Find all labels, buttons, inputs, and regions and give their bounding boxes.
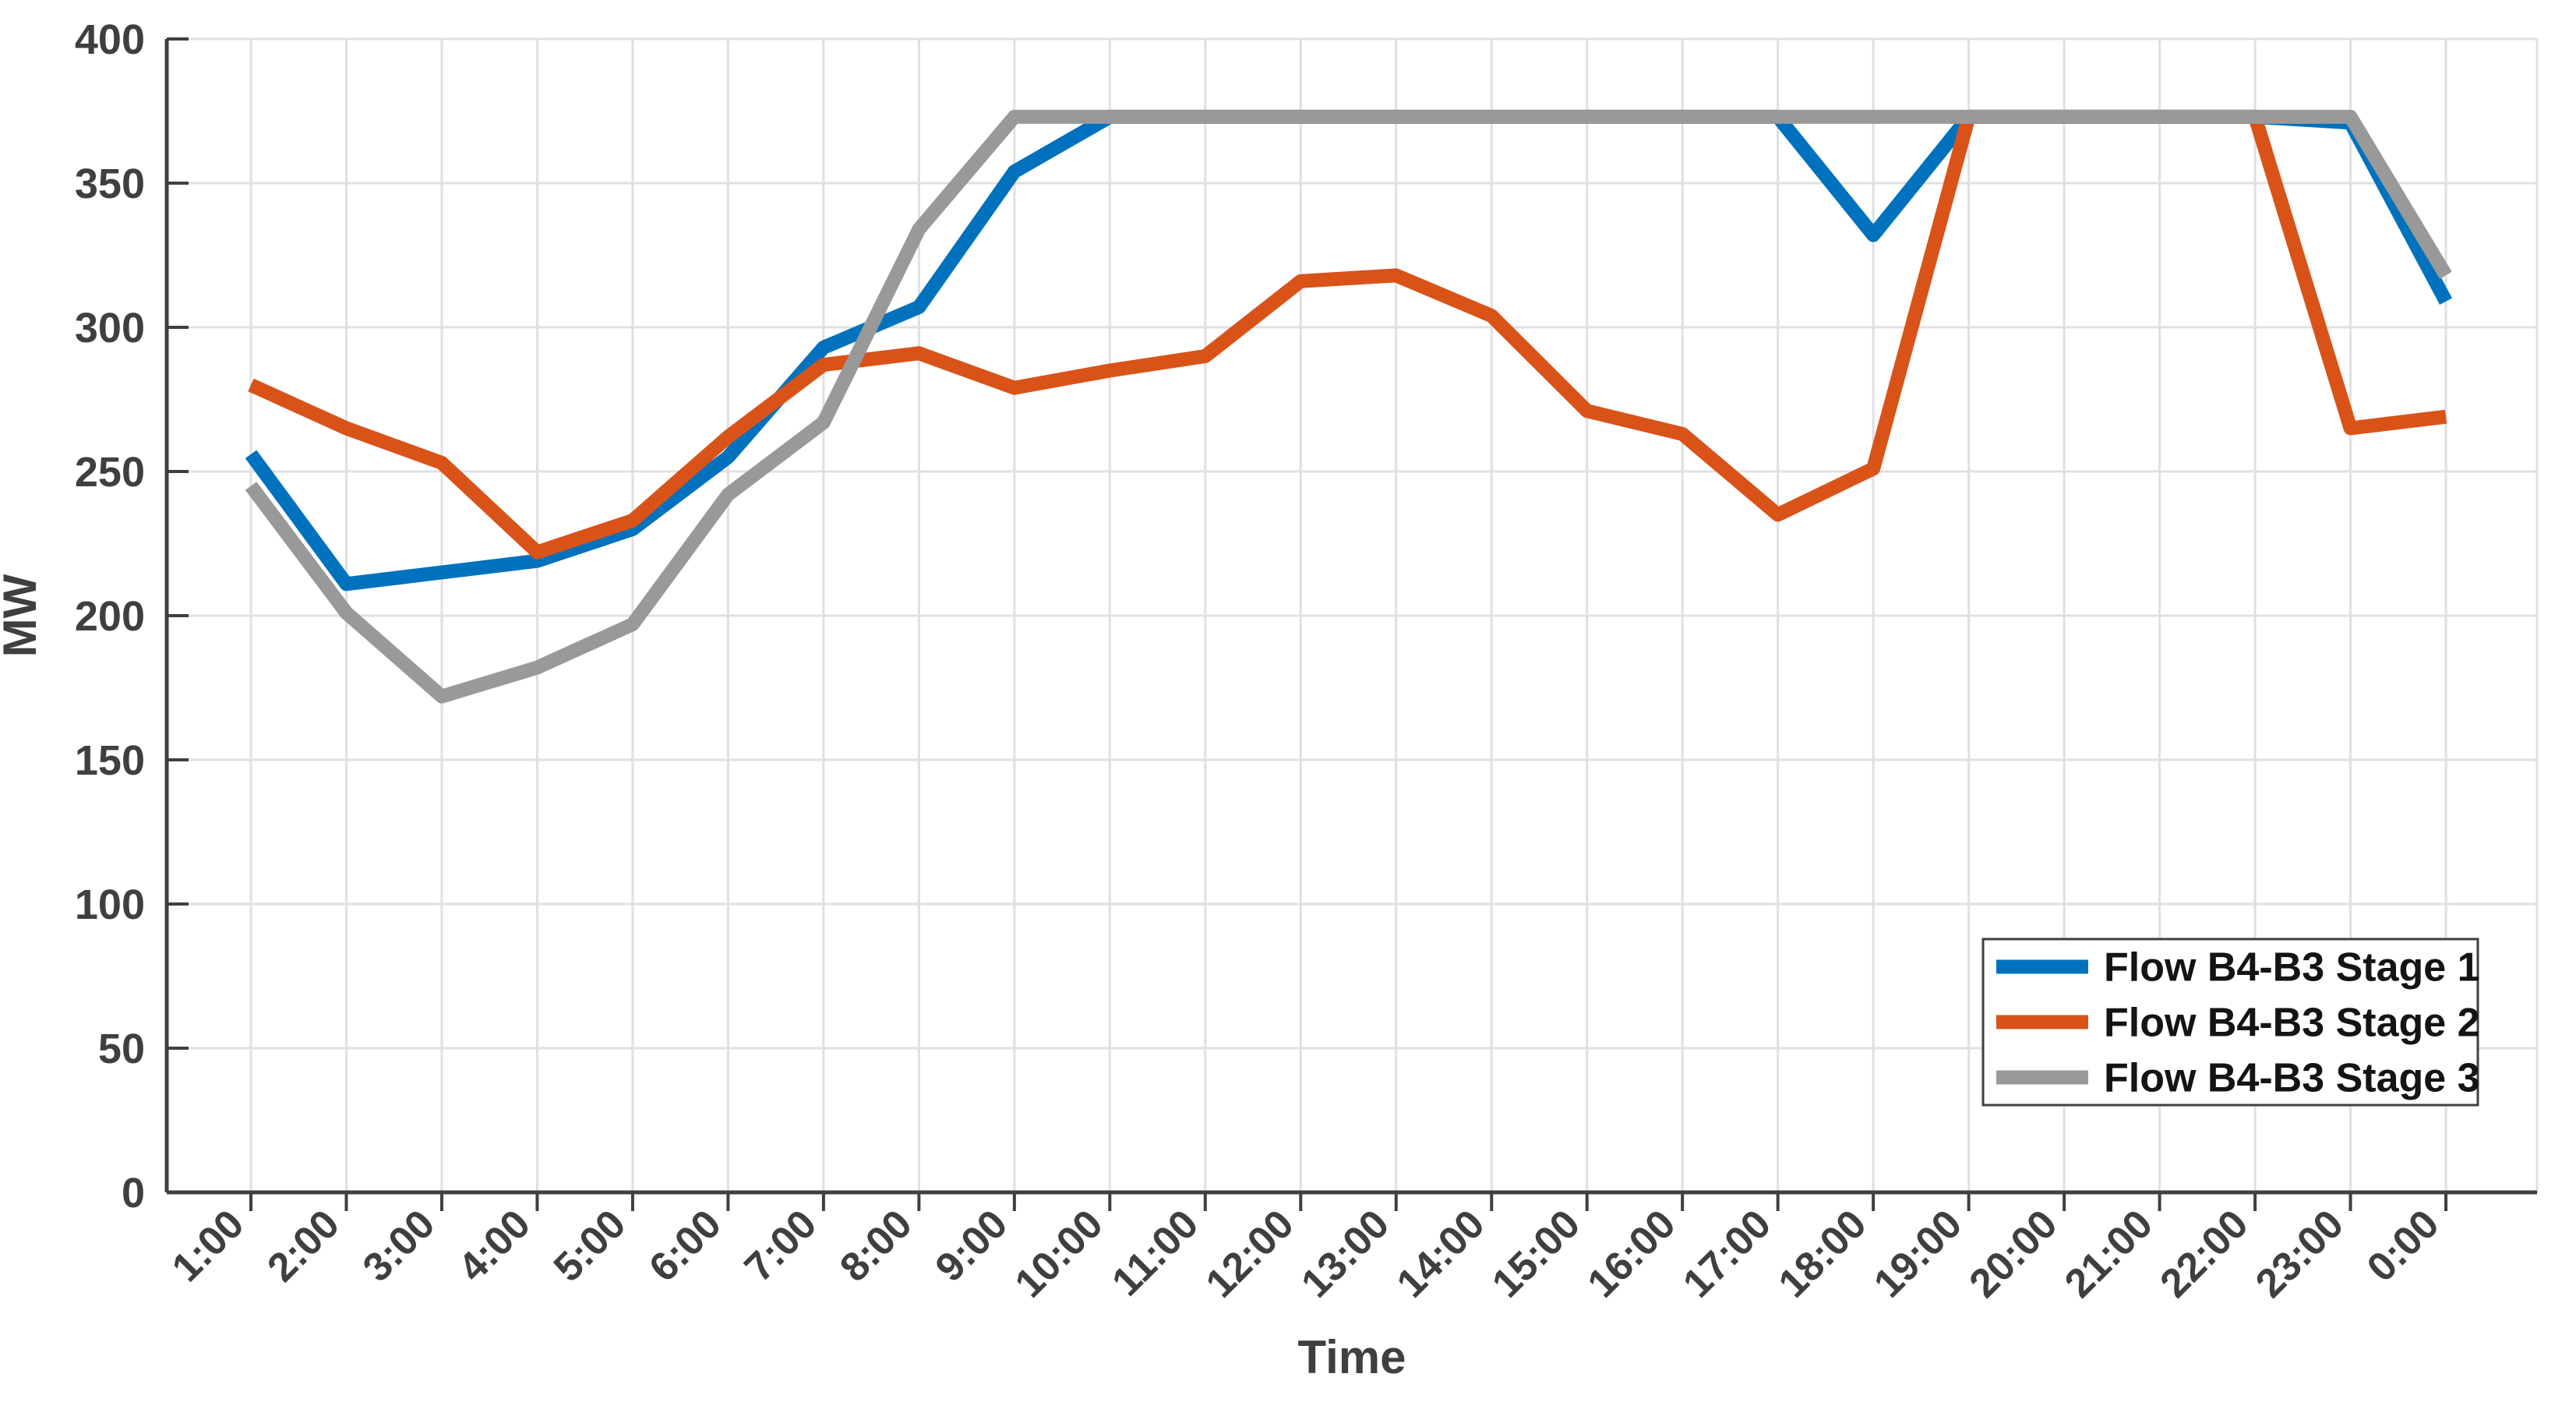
legend: Flow B4-B3 Stage 1 Flow B4-B3 Stage 2 Flow… [1981,938,2480,1107]
legend-rows: Flow B4-B3 Stage 1 Flow B4-B3 Stage 2 Flow… [1996,945,2480,1101]
x-tick-label: 14:00 [1389,1201,1494,1306]
y-tick-label: 300 [75,305,145,351]
y-tick-label: 50 [98,1026,145,1072]
y-tick-label: 200 [75,593,145,640]
legend-item: Flow B4-B3 Stage 2 [1996,1001,2480,1046]
x-tick-label: 23:00 [2247,1201,2352,1306]
x-tick-label: 15:00 [1484,1201,1589,1306]
y-tick-label: 400 [75,16,145,63]
x-tick-label: 4:00 [450,1201,539,1291]
x-tick-label: 16:00 [1579,1201,1685,1306]
legend-label: Flow B4-B3 Stage 1 [2104,945,2480,991]
y-tick-label: 0 [122,1170,145,1217]
y-tick-label: 150 [75,737,145,784]
y-tick-label: 350 [75,161,145,207]
x-tick-label: 2:00 [259,1201,348,1291]
x-tick-label: 8:00 [831,1201,921,1291]
series-layer [245,109,2452,704]
x-tick-label: 20:00 [1961,1201,2066,1306]
y-axis-title: MW [0,574,46,657]
legend-label: Flow B4-B3 Stage 3 [2104,1056,2480,1101]
legend-label: Flow B4-B3 Stage 2 [2104,1001,2480,1046]
series-line-stage-3 [245,109,2452,704]
x-tick-label: 13:00 [1293,1201,1398,1306]
series-line-stage-1 [245,109,2452,592]
legend-item: Flow B4-B3 Stage 1 [1996,945,2480,991]
y-tick-label: 250 [75,449,145,496]
axis-layer [164,37,2537,1211]
x-tick-label: 12:00 [1198,1201,1303,1306]
x-tick-label: 3:00 [355,1201,444,1291]
y-tick-label: 100 [75,881,145,928]
x-tick-label: 17:00 [1674,1201,1780,1306]
x-tick-label: 22:00 [2152,1201,2257,1306]
x-tick-label: 1:00 [164,1201,253,1291]
x-tick-label: 10:00 [1007,1201,1112,1306]
x-tick-label: 19:00 [1865,1201,1971,1306]
x-tick-label: 21:00 [2056,1201,2161,1306]
legend-item: Flow B4-B3 Stage 3 [1996,1056,2480,1101]
x-axis-title: Time [1298,1331,1406,1383]
tick-label-layer: 0 50 100 150 200 250 300 350 400 1:00 2:00 3:00 4:00… [75,16,2448,1307]
x-tick-label: 7:00 [736,1201,826,1291]
x-tick-label: 11:00 [1103,1201,1207,1305]
x-tick-label: 9:00 [927,1201,1017,1291]
x-tick-label: 18:00 [1770,1201,1876,1306]
x-tick-label: 5:00 [545,1201,635,1291]
x-tick-label: 0:00 [2359,1201,2448,1291]
x-tick-label: 6:00 [640,1201,730,1291]
